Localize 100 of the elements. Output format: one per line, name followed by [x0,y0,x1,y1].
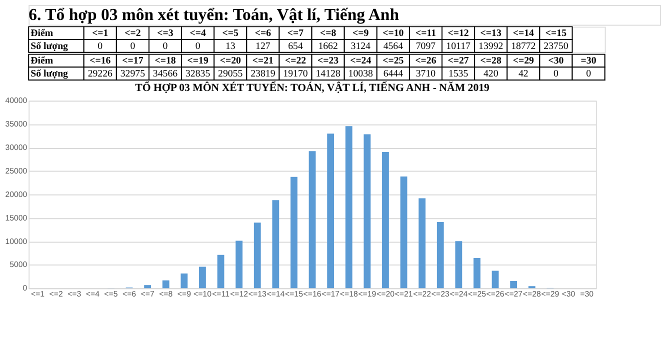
x-tick-label: <=25 [468,290,487,299]
x-tick-label: <=2 [49,290,63,299]
x-tick-label: <=6 [254,28,272,40]
x-tick-label: <=7 [140,290,154,299]
x-tick-label: <=7 [287,28,304,40]
y-tick-label: 40000 [5,96,28,106]
x-tick-label: <=16 [303,290,322,299]
x-tick-label: <=1 [30,290,45,299]
chart-title: TỔ HỢP 03 MÔN XÉT TUYỂN: TOÁN, VẬT LÍ, TIẾNG ANH - NĂM 2019 [135,80,490,94]
data-label: 29226 [88,68,113,80]
data-label: 127 [256,40,270,52]
data-label: 13 [225,40,236,52]
bar [474,258,480,288]
bar [364,134,371,288]
x-tick-label: <=4 [86,290,100,299]
text: Điểm [30,28,54,40]
x-tick-label: <=23 [431,290,450,299]
x-tick-label: <=27 [504,290,523,299]
data-label: 23750 [544,40,568,52]
bar [418,198,426,288]
x-tick-label: <=26 [486,290,505,299]
data-label: 4564 [383,40,404,52]
data-label: 3710 [416,68,436,80]
x-tick-label: <=1 [92,28,108,40]
x-tick-label: <=16 [90,56,111,67]
bar [144,285,152,288]
data-label: 14128 [316,68,340,80]
x-tick-label: <=26 [415,56,436,67]
x-tick-label: <=17 [122,56,144,67]
x-tick-label: <=11 [212,290,230,299]
x-tick-label: <30 [562,290,576,299]
data-label: 0 [586,68,592,80]
x-tick-label: <=3 [68,290,82,299]
x-tick-label: <=22 [284,56,306,67]
x-tick-label: <=13 [480,28,502,40]
text: Điểm [30,56,54,67]
bar [272,200,280,288]
x-tick-label: <=27 [448,56,469,67]
x-tick-label: <=14 [512,28,534,40]
data-label: 420 [483,68,498,80]
x-tick-label: <=6 [122,290,137,299]
y-tick-label: 0 [22,284,28,293]
data-label: 0 [98,40,103,52]
x-tick-label: <=29 [512,56,534,67]
x-tick-label: <=20 [220,56,241,67]
x-tick-label: <=28 [480,56,502,67]
x-tick-label: <=21 [252,56,274,67]
data-label: 18772 [511,40,536,52]
y-tick-label: Số lượng [30,68,68,80]
data-label: 32835 [185,68,210,80]
data-label: 6444 [383,68,404,80]
data-label: 42 [518,68,528,80]
data-label: 0 [130,40,136,52]
x-tick-label: <=4 [190,28,206,40]
bar [345,126,352,288]
bar [492,270,499,288]
x-tick-label: <=18 [154,56,176,67]
x-tick-label: <=9 [177,290,191,299]
x-tick-label: <=24 [450,290,468,299]
bar [400,176,408,288]
x-tick-label: =30 [580,290,594,299]
data-label: 7097 [416,40,436,52]
data-label: 29055 [218,68,243,80]
data-label: 10117 [446,40,470,52]
x-tick-label: <=8 [320,28,336,40]
y-tick-label: Số lượng [30,40,68,52]
x-tick-label: <=14 [266,290,286,299]
data-label: 19170 [283,68,308,80]
data-label: 0 [554,68,559,80]
bar [180,274,188,288]
y-tick-label: 35000 [5,120,28,129]
x-tick-label: <=5 [104,290,118,299]
bar [382,152,389,288]
bar [308,151,316,288]
x-tick-label: <=22 [413,290,432,299]
x-tick-label: <=20 [376,290,396,299]
data-label: 3124 [350,40,371,52]
data-label: 1535 [448,68,468,80]
x-tick-label: <=10 [382,28,404,40]
bar [436,222,444,288]
x-tick-label: <=12 [448,28,469,40]
data-label: 1662 [318,40,338,52]
x-tick-label: <=15 [545,28,567,40]
x-tick-label: <=9 [352,28,369,40]
x-tick-label: <=18 [340,290,358,299]
bar [455,241,462,288]
y-tick-label: 15000 [5,213,28,222]
x-tick-label: <=12 [230,290,248,299]
bar [162,280,170,288]
y-tick-label: 20000 [5,190,28,199]
chart-title: 6. Tổ hợp 03 môn xét tuyển: Toán, Vật lí, Tiếng Anh [28,4,400,24]
x-tick-label: <=24 [350,56,372,67]
x-tick-label: <=19 [187,56,208,67]
x-tick-label: <=25 [382,56,404,67]
bar [254,222,261,288]
x-tick-label: <=8 [159,290,174,299]
x-tick-label: <=5 [222,28,239,40]
bar [290,176,298,288]
x-tick-label: <=11 [415,28,436,40]
x-tick-label: <=2 [124,28,141,40]
